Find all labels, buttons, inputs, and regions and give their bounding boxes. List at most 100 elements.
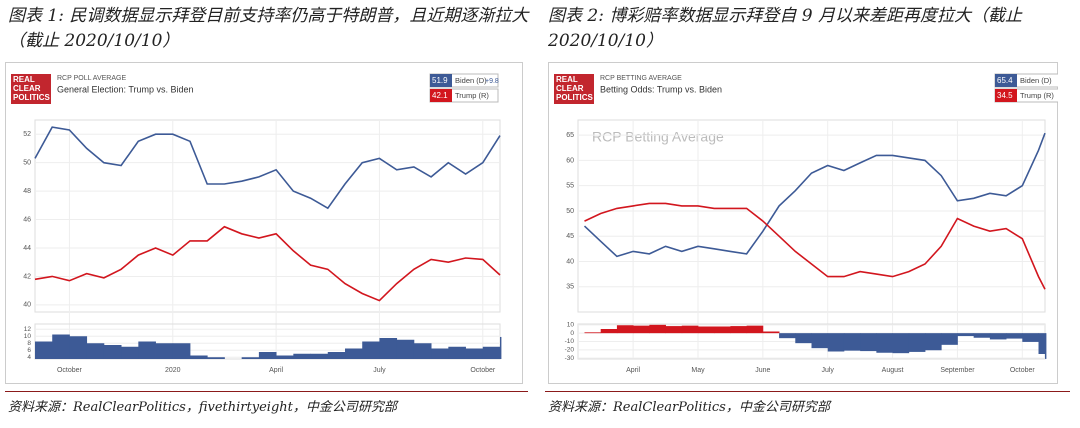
- series-line: [34, 225, 501, 302]
- spread-tick-label: 10: [24, 333, 32, 340]
- spread-tick-label: 0: [570, 330, 574, 337]
- spread-bar: [697, 326, 715, 334]
- spread-bar: [989, 333, 1007, 340]
- spread-bar: [1045, 333, 1047, 359]
- spread-bar: [892, 333, 910, 354]
- y-tick-label: 40: [23, 302, 31, 309]
- spread-bar: [762, 331, 780, 334]
- spread-bar: [190, 355, 208, 359]
- legend-value: 65.4: [997, 76, 1013, 85]
- logo-text: REAL: [556, 75, 578, 84]
- y-tick-label: 40: [566, 258, 574, 265]
- logo-text: POLITICS: [556, 93, 594, 102]
- spread-bar: [860, 333, 877, 352]
- spread-bar: [172, 343, 191, 359]
- x-tick-label: April: [626, 367, 640, 374]
- spread-bar: [843, 333, 861, 351]
- spread-bar: [1022, 333, 1039, 342]
- spread-tick-label: 12: [24, 326, 32, 333]
- series-line: [34, 126, 501, 210]
- y-tick-label: 55: [566, 183, 574, 190]
- spread-tick-label: -10: [565, 338, 575, 345]
- spread-bar: [811, 333, 829, 349]
- spread-tick-label: 10: [567, 322, 575, 329]
- legend-swatch: [430, 89, 452, 102]
- spread-bar: [362, 341, 380, 359]
- logo: [11, 74, 51, 104]
- spread-tick-label: 6: [27, 347, 31, 354]
- y-tick-label: 44: [23, 245, 31, 252]
- spread-bar: [908, 333, 926, 352]
- spread-bar: [633, 325, 650, 334]
- x-tick-label: August: [882, 367, 904, 374]
- spread-bar: [973, 333, 991, 338]
- spread-bar: [310, 353, 329, 359]
- y-tick-label: 50: [23, 160, 31, 167]
- y-tick-label: 46: [23, 216, 31, 223]
- x-tick-label: September: [940, 367, 975, 374]
- spread-bar: [396, 339, 415, 359]
- series-line: [584, 202, 1046, 290]
- spread-bar: [121, 346, 139, 359]
- panel-header: RCP BETTING AVERAGE: [600, 75, 682, 82]
- divider: [5, 391, 528, 392]
- spread-bar: [957, 333, 975, 337]
- spread-bar: [258, 352, 277, 359]
- logo-text: REAL: [13, 75, 35, 84]
- legend-label: Trump (R): [1020, 91, 1054, 100]
- y-tick-label: 50: [566, 208, 574, 215]
- spread-tick-label: -30: [565, 355, 575, 362]
- spread-bar: [52, 334, 70, 359]
- spread-bar: [379, 338, 398, 359]
- spread-bar: [714, 326, 731, 334]
- divider: [545, 391, 1070, 392]
- spread-bar: [730, 326, 748, 334]
- spread-bar: [327, 352, 346, 359]
- spread-bar: [241, 357, 260, 359]
- spread-bar: [665, 326, 683, 334]
- y-tick-label: 60: [566, 157, 574, 164]
- spread-tick-label: 8: [27, 340, 31, 347]
- spread-bar: [465, 348, 484, 359]
- panel-header: RCP POLL AVERAGE: [57, 75, 126, 82]
- legend-label: Trump (R): [455, 91, 489, 100]
- logo: [554, 74, 594, 104]
- spread-bar: [746, 325, 764, 334]
- spread-bar: [413, 343, 432, 359]
- logo-text: CLEAR: [556, 84, 584, 93]
- spread-bar: [207, 357, 225, 359]
- spread-bar: [293, 353, 311, 359]
- spread-bar: [69, 336, 88, 359]
- y-tick-label: 42: [23, 273, 31, 280]
- spread-bar: [779, 333, 796, 339]
- legend-value: 51.9: [432, 76, 448, 85]
- source-note: 资料来源：RealClearPolitics，中金公司研究部: [548, 400, 830, 415]
- spread-bar: [1006, 333, 1023, 339]
- panel-subtitle: Betting Odds: Trump vs. Biden: [600, 84, 722, 94]
- spread-bar: [681, 325, 699, 334]
- x-tick-label: May: [691, 367, 705, 374]
- spread-bar: [103, 345, 122, 359]
- panel-subtitle: General Election: Trump vs. Biden: [57, 84, 194, 94]
- legend-label: Biden (D): [455, 76, 487, 85]
- y-tick-label: 52: [23, 131, 31, 138]
- spread-bar: [482, 346, 501, 359]
- legend-label: Biden (D): [1020, 76, 1052, 85]
- x-tick-label: October: [57, 367, 83, 374]
- spread-bar: [616, 325, 634, 334]
- figure-title: 图表 2: 博彩赔率数据显示拜登自 9 月以来差距再度拉大（截止 2020/10…: [548, 6, 1022, 51]
- x-tick-label: June: [755, 367, 770, 374]
- logo-text: POLITICS: [13, 93, 51, 102]
- watermark: RCP Betting Average: [592, 129, 724, 145]
- legend-value: 42.1: [432, 91, 448, 100]
- x-tick-label: October: [1010, 367, 1036, 374]
- figure-title: 图表 1: 民调数据显示拜登目前支持率仍高于特朗普，且近期逐渐拉大（截止 202…: [8, 6, 529, 51]
- y-tick-label: 45: [566, 233, 574, 240]
- spread-bar: [941, 333, 958, 345]
- x-tick-label: July: [373, 367, 386, 374]
- series-line: [583, 132, 1046, 258]
- spread-bar: [448, 346, 466, 359]
- logo-text: CLEAR: [13, 84, 41, 93]
- x-tick-label: April: [269, 367, 283, 374]
